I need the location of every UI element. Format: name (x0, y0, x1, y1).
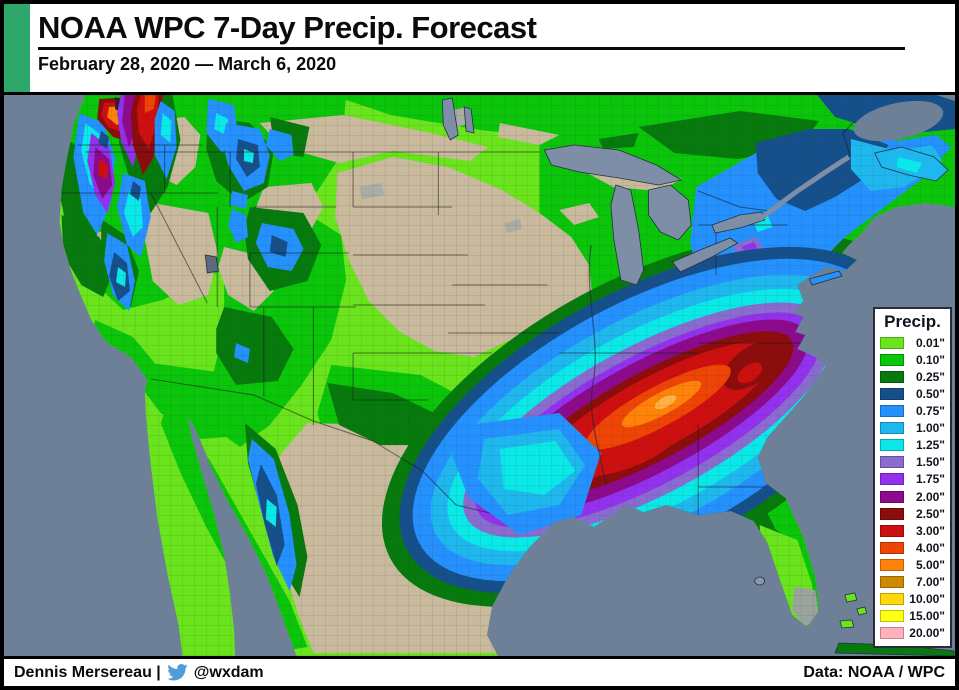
legend-swatch (880, 627, 904, 640)
legend-swatch (880, 558, 904, 571)
legend-swatch (880, 336, 904, 349)
legend-row: 2.50" (880, 505, 945, 522)
legend-row: 20.00" (880, 625, 945, 642)
legend-swatch (880, 353, 904, 366)
legend-value-label: 7.00" (915, 575, 945, 590)
legend-swatch (880, 404, 904, 417)
legend-swatch (880, 524, 904, 537)
page-title: NOAA WPC 7-Day Precip. Forecast (38, 10, 537, 45)
legend-value-label: 1.00" (915, 421, 945, 436)
twitter-icon (167, 664, 188, 681)
legend-swatch (880, 490, 904, 503)
legend-row: 7.00" (880, 574, 945, 591)
legend-row: 0.01" (880, 334, 945, 351)
legend-row: 0.50" (880, 385, 945, 402)
legend-row: 1.75" (880, 471, 945, 488)
legend-value-label: 15.00" (909, 609, 945, 624)
legend-row: 15.00" (880, 608, 945, 625)
legend-value-label: 0.01" (915, 335, 945, 350)
legend-swatch (880, 439, 904, 452)
title-underline (38, 46, 905, 50)
great-lakes (204, 97, 766, 586)
legend-row: 3.00" (880, 522, 945, 539)
legend-row: 1.00" (880, 420, 945, 437)
date-range: February 28, 2020 — March 6, 2020 (38, 53, 337, 74)
accent-bar (4, 4, 30, 92)
twitter-handle: @wxdam (193, 663, 264, 681)
legend-value-label: 1.75" (915, 472, 945, 487)
legend-value-label: 20.00" (909, 626, 945, 641)
legend-swatch (880, 422, 904, 435)
legend-row: 5.00" (880, 556, 945, 573)
legend-value-label: 2.50" (915, 506, 945, 521)
legend-value-label: 1.50" (915, 455, 945, 470)
legend-row: 2.00" (880, 488, 945, 505)
precip-legend: Precip. 0.01" 0.10" 0.25" 0.50" 0.75" 1.00" 1.… (873, 307, 952, 648)
legend-swatch (880, 576, 904, 589)
legend-value-label: 5.00" (915, 557, 945, 572)
legend-swatch (880, 610, 904, 623)
legend-value-label: 0.75" (915, 403, 945, 418)
islands (808, 146, 955, 656)
legend-row: 4.00" (880, 539, 945, 556)
legend-row: 10.00" (880, 591, 945, 608)
legend-swatch (880, 387, 904, 400)
legend-value-label: 4.00" (915, 540, 945, 555)
footer: Dennis Mersereau | @wxdam Data: NOAA / W… (4, 659, 955, 686)
legend-row: 1.50" (880, 454, 945, 471)
legend-swatch (880, 456, 904, 469)
legend-value-label: 1.25" (915, 438, 945, 453)
legend-value-label: 0.25" (915, 369, 945, 384)
legend-value-label: 10.00" (909, 592, 945, 607)
legend-row: 0.25" (880, 368, 945, 385)
legend-swatch (880, 370, 904, 383)
legend-swatch (880, 541, 904, 554)
weather-map-image (4, 95, 955, 656)
legend-row: 1.25" (880, 437, 945, 454)
legend-swatch (880, 507, 904, 520)
map-container: Precip. 0.01" 0.10" 0.25" 0.50" 0.75" 1.00" 1.… (4, 92, 955, 659)
data-source: Data: NOAA / WPC (803, 663, 945, 681)
legend-value-label: 3.00" (915, 523, 945, 538)
legend-title: Precip. (884, 312, 941, 331)
legend-value-label: 2.00" (915, 489, 945, 504)
legend-value-label: 0.50" (915, 386, 945, 401)
legend-swatch (880, 593, 904, 606)
author-credit: Dennis Mersereau | (14, 663, 161, 681)
legend-value-label: 0.10" (915, 352, 945, 367)
legend-row: 0.10" (880, 351, 945, 368)
legend-row: 0.75" (880, 402, 945, 419)
header: NOAA WPC 7-Day Precip. Forecast February… (4, 4, 955, 92)
legend-swatch (880, 473, 904, 486)
